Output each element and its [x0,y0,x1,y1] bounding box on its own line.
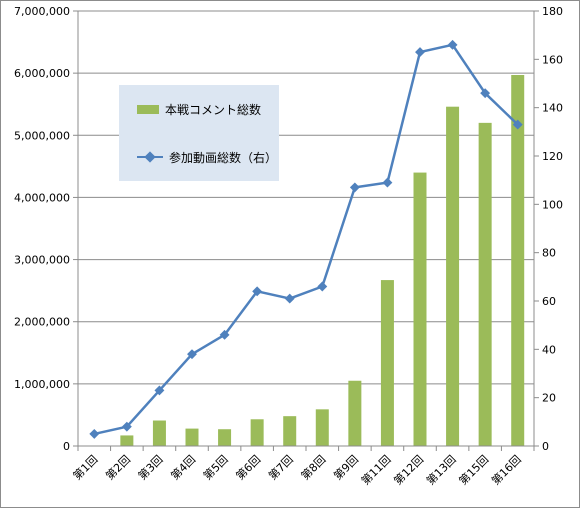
line-point-第12回 [415,47,425,58]
legend-label-videos: 参加動画総数（右） [169,150,278,165]
legend-label-comments: 本戦コメント総数 [165,102,262,117]
left-tick-label: 7,000,000 [14,5,70,18]
x-tick-label: 第6回 [233,452,263,482]
bar-第15回 [478,122,492,446]
bar-第3回 [152,420,166,446]
x-tick-label: 第9回 [331,452,361,482]
right-tick-label: 0 [542,440,549,453]
right-tick-label: 60 [542,295,556,308]
right-tick-label: 120 [542,150,563,163]
right-tick-label: 140 [542,102,563,115]
left-tick-label: 3,000,000 [14,254,70,267]
line-point-第9回 [349,182,360,193]
right-tick-label: 80 [542,247,556,260]
legend: 本戦コメント総数 参加動画総数（右） [119,85,279,181]
x-tick-label: 第7回 [265,452,295,482]
x-tick-label: 第1回 [70,452,100,482]
bar-第5回 [218,429,232,446]
line-point-第6回 [252,286,263,297]
x-tick-label: 第4回 [168,452,198,482]
line-point-第4回 [187,349,197,360]
bar-第12回 [413,172,427,447]
bar-第13回 [446,106,460,446]
bar-第9回 [348,380,362,446]
axes [73,10,539,451]
line-point-第1回 [89,428,100,439]
bar-第11回 [380,280,394,446]
left-tick-label: 1,000,000 [14,378,70,391]
line-point-第3回 [154,385,165,396]
right-axis-ticks: 0 20 40 60 80 100 120 140 160 180 [542,5,563,453]
right-tick-label: 160 [542,53,563,66]
gridlines [78,10,534,447]
legend-line-swatch [137,149,163,165]
x-tick-label: 第13回 [423,452,458,487]
right-tick-label: 40 [542,343,556,356]
x-tick-label: 第12回 [391,452,426,487]
bar-第7回 [283,416,297,446]
legend-item-comments: 本戦コメント総数 [137,101,261,117]
x-tick-label: 第16回 [488,452,523,487]
left-axis-ticks: 0 1,000,000 2,000,000 3,000,000 4,000,000 5,0… [14,5,70,453]
left-tick-label: 0 [63,440,70,453]
x-tick-label: 第8回 [298,452,328,482]
line-point-第16回 [512,119,523,130]
bar-第4回 [185,428,199,446]
right-tick-label: 180 [542,5,563,18]
bar-第8回 [315,409,329,446]
line-point-第8回 [317,281,328,292]
left-tick-label: 5,000,000 [14,129,70,142]
bar-series [120,75,525,447]
bar-第6回 [250,419,264,446]
legend-bar-swatch [137,104,159,114]
x-tick-label: 第15回 [456,452,491,487]
x-tick-label: 第11回 [358,452,393,487]
x-tick-label: 第5回 [200,452,230,482]
bar-第16回 [511,75,525,446]
right-tick-label: 100 [542,198,563,211]
line-path [94,43,519,436]
line-series [89,39,523,439]
bar-第2回 [120,435,134,446]
line-point-第11回 [382,177,393,188]
x-axis-ticks: 第1回 第2回 第3回 第4回 第5回 第6回 第7回 第8回 第9回第11回第12回第13回第… [70,452,524,487]
legend-item-videos: 参加動画総数（右） [137,149,277,165]
x-tick-label: 第3回 [135,452,165,482]
line-point-第5回 [219,329,230,340]
line-point-第7回 [284,293,295,304]
x-tick-label: 第2回 [103,452,133,482]
left-tick-label: 4,000,000 [14,191,70,204]
left-tick-label: 2,000,000 [14,316,70,329]
left-tick-label: 6,000,000 [14,67,70,80]
right-tick-label: 20 [542,392,556,405]
